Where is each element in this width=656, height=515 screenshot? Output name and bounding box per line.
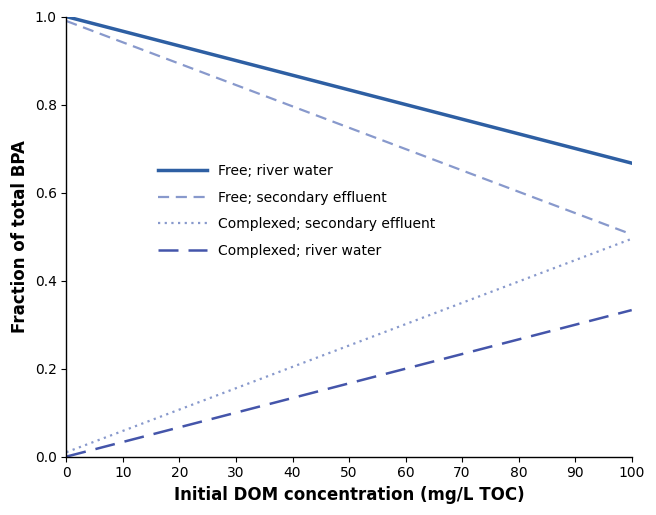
Y-axis label: Fraction of total BPA: Fraction of total BPA	[11, 140, 29, 333]
Complexed; secondary effluent	[335, 347, 342, 353]
Free; secondary effluent	[614, 226, 622, 232]
Complexed; river water	[399, 366, 407, 372]
Free; river water	[368, 93, 376, 99]
Complexed; river water	[335, 383, 342, 389]
Free; river water	[399, 101, 407, 107]
Complexed; secondary effluent	[399, 322, 407, 328]
Complexed; river water	[614, 311, 622, 317]
Complexed; secondary effluent	[368, 334, 376, 340]
Free; secondary effluent	[335, 121, 342, 127]
Free; river water	[62, 13, 70, 20]
Free; river water	[335, 84, 342, 90]
Free; secondary effluent	[368, 133, 376, 140]
Free; secondary effluent	[62, 18, 70, 24]
Complexed; river water	[331, 384, 338, 390]
Complexed; secondary effluent	[331, 348, 338, 354]
Complexed; river water	[368, 374, 376, 381]
Complexed; secondary effluent	[614, 241, 622, 247]
Free; river water	[526, 133, 534, 140]
Free; river water	[614, 157, 622, 163]
Complexed; river water	[62, 454, 70, 460]
Free; river water	[628, 160, 636, 166]
Free; secondary effluent	[628, 231, 636, 237]
Complexed; river water	[628, 307, 636, 313]
Line: Complexed; river water: Complexed; river water	[66, 310, 632, 457]
Complexed; secondary effluent	[526, 274, 534, 280]
Free; secondary effluent	[526, 193, 534, 199]
Complexed; river water	[526, 333, 534, 339]
X-axis label: Initial DOM concentration (mg/L TOC): Initial DOM concentration (mg/L TOC)	[174, 486, 524, 504]
Free; secondary effluent	[399, 145, 407, 151]
Line: Free; river water: Free; river water	[66, 16, 632, 163]
Line: Free; secondary effluent: Free; secondary effluent	[66, 21, 632, 234]
Complexed; secondary effluent	[62, 449, 70, 455]
Complexed; secondary effluent	[628, 236, 636, 242]
Free; secondary effluent	[331, 119, 338, 126]
Line: Complexed; secondary effluent: Complexed; secondary effluent	[66, 239, 632, 452]
Free; river water	[331, 83, 338, 89]
Legend: Free; river water, Free; secondary effluent, Complexed; secondary effluent, Comp: Free; river water, Free; secondary efflu…	[158, 164, 435, 258]
